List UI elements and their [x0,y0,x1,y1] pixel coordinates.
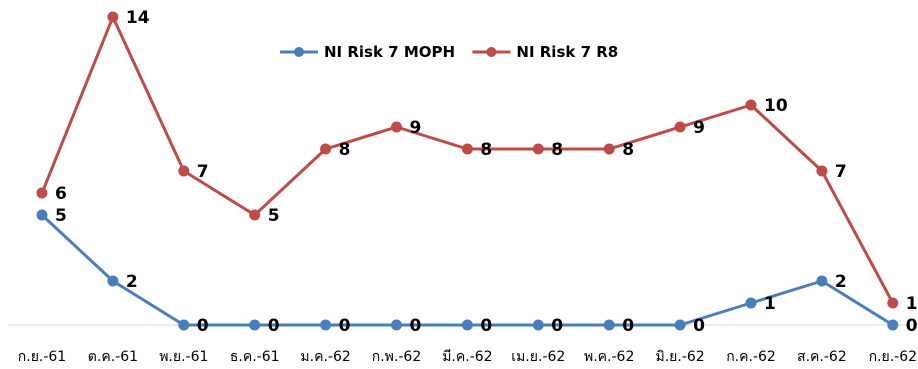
data-label-ni-risk-7-moph: 0 [693,316,705,336]
data-label-ni-risk-7-moph: 0 [551,316,563,336]
data-point-ni-risk-7-moph [107,275,119,287]
data-label-ni-risk-7-r8: 5 [268,206,280,226]
data-point-ni-risk-7-moph [320,319,332,331]
legend-swatch-marker [486,47,497,57]
x-tick-label: ม.ค.-62 [300,349,350,365]
data-label-ni-risk-7-moph: 1 [764,294,776,314]
data-point-ni-risk-7-moph [36,209,48,221]
data-label-ni-risk-7-r8: 9 [410,118,422,138]
data-point-ni-risk-7-r8 [816,165,828,177]
x-tick-label: มี.ค.-62 [442,349,492,365]
data-label-ni-risk-7-r8: 9 [693,118,705,138]
data-label-ni-risk-7-moph: 0 [480,316,492,336]
data-point-ni-risk-7-moph [178,319,190,331]
x-tick-label: มิ.ย.-62 [655,349,704,365]
data-point-ni-risk-7-r8 [887,297,899,309]
x-tick-label: ส.ค.-62 [797,349,847,365]
series-line-ni-risk-7-r8 [40,15,895,304]
x-tick-label: เม.ย.-62 [511,349,565,365]
data-point-ni-risk-7-r8 [178,165,190,177]
data-label-ni-risk-7-r8: 6 [55,184,67,204]
data-label-ni-risk-7-r8: 10 [764,96,788,116]
x-tick-label: ก.ค.-62 [726,349,776,365]
x-tick-label: ก.พ.-62 [372,349,421,365]
data-label-ni-risk-7-moph: 0 [197,316,209,336]
legend-label: NI Risk 7 MOPH [324,43,455,61]
data-label-ni-risk-7-r8: 8 [622,140,634,160]
data-point-ni-risk-7-moph [249,319,261,331]
x-tick-label: ก.ย.-61 [18,349,66,365]
legend-label: NI Risk 7 R8 [516,43,618,61]
data-point-ni-risk-7-r8 [391,121,402,133]
x-axis-tick-labels: ก.ย.-61 ต.ค.-61 พ.ย.-61 ธ.ค.-61 ม.ค.-62 ก.พ.-… [18,349,917,365]
data-label-ni-risk-7-moph: 0 [622,316,634,336]
data-point-ni-risk-7-moph [532,319,544,331]
data-label-ni-risk-7-moph: 5 [55,206,67,226]
legend-item-ni-risk-7-r8: NI Risk 7 R8 [472,43,618,61]
data-label-ni-risk-7-r8: 8 [551,140,563,160]
data-point-ni-risk-7-moph [391,319,402,331]
data-label-ni-risk-7-moph: 0 [268,316,280,336]
x-tick-label: ก.ย.-62 [869,349,917,365]
data-point-ni-risk-7-moph [603,319,615,331]
x-tick-label: พ.ย.-61 [159,349,208,365]
data-point-ni-risk-7-r8 [745,99,757,111]
data-label-ni-risk-7-r8: 7 [197,162,209,182]
data-point-ni-risk-7-r8 [674,121,686,133]
data-point-ni-risk-7-moph [816,275,828,287]
data-label-ni-risk-7-r8: 14 [126,8,150,28]
data-label-ni-risk-7-moph: 0 [410,316,422,336]
data-point-ni-risk-7-r8 [249,209,261,221]
legend-item-ni-risk-7-moph: NI Risk 7 MOPH [280,43,455,61]
data-point-ni-risk-7-r8 [532,143,544,155]
data-label-ni-risk-7-moph: 0 [906,316,918,336]
data-point-ni-risk-7-r8 [320,143,332,155]
data-point-ni-risk-7-r8 [603,143,615,155]
data-point-ni-risk-7-moph [461,319,473,331]
data-label-ni-risk-7-moph: 0 [339,316,351,336]
x-tick-label: ธ.ค.-61 [230,349,280,365]
legend-swatch-marker [294,47,304,57]
legend: NI Risk 7 MOPH NI Risk 7 R8 [280,43,618,61]
data-label-ni-risk-7-moph: 2 [126,272,138,292]
data-label-ni-risk-7-r8: 8 [480,140,492,160]
data-point-ni-risk-7-r8 [107,11,119,23]
data-point-ni-risk-7-moph [674,319,686,331]
x-tick-label: ต.ค.-61 [88,349,138,365]
x-tick-label: พ.ค.-62 [584,349,634,365]
series-layer [36,11,899,331]
data-label-ni-risk-7-r8: 1 [906,294,918,314]
data-label-ni-risk-7-r8: 7 [835,162,847,182]
data-point-ni-risk-7-moph [887,319,899,331]
data-label-ni-risk-7-moph: 2 [835,272,847,292]
data-point-ni-risk-7-moph [745,297,757,309]
data-point-ni-risk-7-r8 [36,187,48,199]
data-label-ni-risk-7-r8: 8 [339,140,351,160]
data-point-ni-risk-7-r8 [461,143,473,155]
